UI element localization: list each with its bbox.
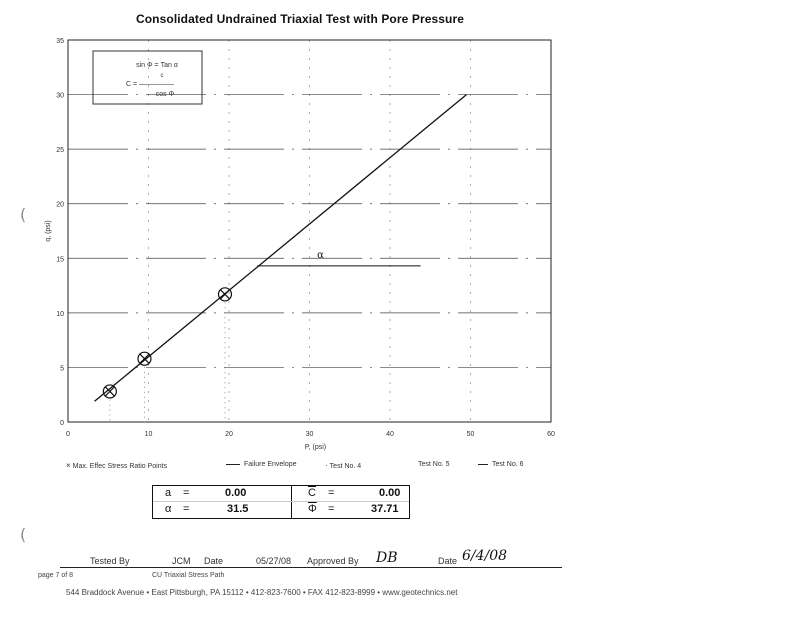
dot-marker-icon: · xyxy=(325,461,328,470)
line-marker-icon xyxy=(478,463,488,465)
date-label: Date xyxy=(204,556,224,566)
a-equals: = xyxy=(183,487,190,499)
formula-line-1: sin Φ = Tan α xyxy=(136,62,178,69)
page-number: page 7 of 8 xyxy=(38,572,74,579)
alpha-label: α xyxy=(165,503,172,515)
x-tick-label: 60 xyxy=(547,431,555,438)
legend-test-5: Test No. 5 xyxy=(418,461,450,468)
date2-label: Date xyxy=(438,556,458,566)
y-tick-label: 10 xyxy=(56,311,64,318)
envelope-line xyxy=(94,94,467,402)
x-tick-label: 30 xyxy=(306,431,314,438)
c-label: C xyxy=(308,487,316,499)
angle-label: α xyxy=(317,250,324,261)
data-point xyxy=(102,384,117,422)
c-value: 0.00 xyxy=(379,487,401,499)
x-tick-label: 20 xyxy=(225,431,233,438)
phi-equals: = xyxy=(328,503,335,515)
point-circle xyxy=(102,384,117,399)
line-marker-icon xyxy=(226,463,240,465)
table-divider xyxy=(291,486,292,518)
formula-line-4: cos Φ xyxy=(156,91,175,98)
y-tick-label: 5 xyxy=(60,365,64,372)
data-point xyxy=(137,351,152,422)
y-tick-label: 30 xyxy=(56,93,64,100)
phi-value: 37.71 xyxy=(371,503,399,515)
legend-failure-envelope: Failure Envelope xyxy=(226,461,297,468)
legend-test-4: · Test No. 4 xyxy=(325,461,362,470)
y-tick-label: 0 xyxy=(60,420,64,427)
tested-by-label: Tested By xyxy=(90,556,130,566)
x-tick-label: 50 xyxy=(467,431,475,438)
data-points xyxy=(102,287,233,422)
alpha-value: 31.5 xyxy=(227,503,249,515)
legend-test-6: Test No. 6 xyxy=(478,461,524,468)
y-axis-label: q, (psi) xyxy=(45,220,52,241)
plot-frame xyxy=(67,39,552,423)
point-cross xyxy=(104,386,115,397)
failure-envelope: α xyxy=(94,94,467,402)
x-tick-label: 0 xyxy=(66,431,70,438)
axis-labels: 0 10 20 30 40 50 60 0 5 10 15 20 25 30 35 P, (psi) q, (p… xyxy=(45,38,555,451)
approved-by-label: Approved By xyxy=(307,556,359,566)
x-axis-label: P, (psi) xyxy=(305,444,326,451)
point-circle xyxy=(137,351,152,366)
formula-line-3: C = ————— xyxy=(126,81,174,88)
side-mark: ( xyxy=(20,525,27,544)
alpha-equals: = xyxy=(183,503,190,515)
form-note: CU Triaxial Stress Path xyxy=(152,572,225,579)
chart-title: Consolidated Undrained Triaxial Test wit… xyxy=(135,12,465,26)
formula-line-2: c xyxy=(161,73,164,79)
data-point xyxy=(217,287,233,422)
date2-value: 6/4/08 xyxy=(462,548,508,564)
company-address: 544 Braddock Avenue • East Pittsburgh, P… xyxy=(66,588,458,597)
x-marker-icon: × xyxy=(66,461,71,470)
point-cross xyxy=(139,353,150,364)
phi-label: Φ xyxy=(308,503,317,515)
point-circle xyxy=(217,287,233,302)
y-tick-label: 25 xyxy=(56,147,64,154)
point-cross xyxy=(219,289,230,300)
parameter-table: a = 0.00 α = 31.5 C = 0.00 Φ = 37.71 xyxy=(152,485,410,519)
footer-rule xyxy=(60,567,562,568)
a-value: 0.00 xyxy=(225,487,247,499)
y-tick-label: 15 xyxy=(56,256,64,263)
y-tick-label: 35 xyxy=(56,38,64,45)
table-row-divider xyxy=(153,501,409,502)
side-mark: ( xyxy=(20,205,27,224)
c-equals: = xyxy=(328,487,335,499)
y-tick-label: 20 xyxy=(56,202,64,209)
a-label: a xyxy=(165,487,172,499)
grid xyxy=(68,40,551,422)
tested-by-value: JCM xyxy=(172,556,191,566)
approved-by-signature: DB xyxy=(376,550,398,566)
x-tick-label: 40 xyxy=(386,431,394,438)
x-tick-label: 10 xyxy=(145,431,153,438)
legend-max-stress: × Max. Effec Stress Ratio Points xyxy=(66,461,168,470)
date-value: 05/27/08 xyxy=(256,556,292,566)
formula-box: sin Φ = Tan α c C = ————— cos Φ xyxy=(92,50,203,105)
axes xyxy=(67,39,552,423)
